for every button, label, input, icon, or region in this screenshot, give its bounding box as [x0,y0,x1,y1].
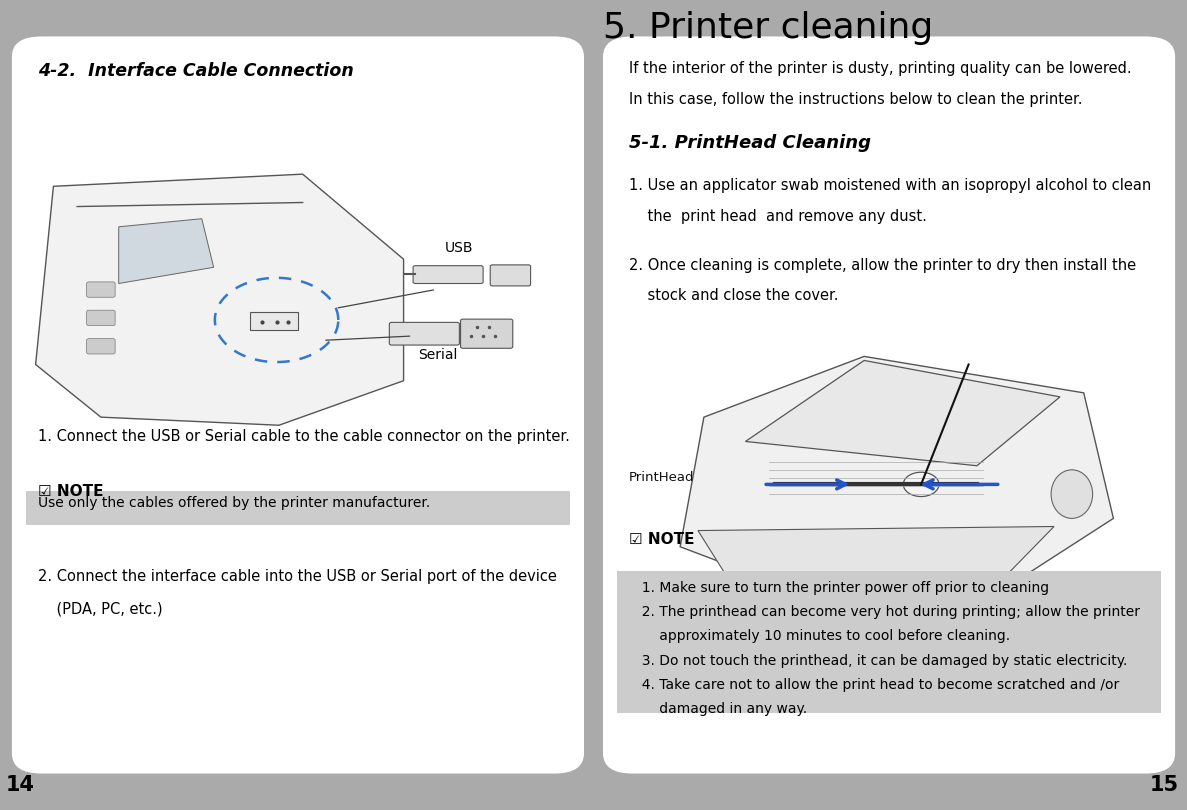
Polygon shape [698,526,1054,587]
Text: 2. Connect the interface cable into the USB or Serial port of the device: 2. Connect the interface cable into the … [38,569,557,585]
Ellipse shape [1052,470,1093,518]
Text: 2. The printhead can become very hot during printing; allow the printer: 2. The printhead can become very hot dur… [633,605,1140,619]
Polygon shape [680,356,1113,587]
Text: 14: 14 [6,775,34,795]
Bar [26,491,570,525]
Text: approximately 10 minutes to cool before cleaning.: approximately 10 minutes to cool before … [633,629,1010,643]
FancyBboxPatch shape [87,339,115,354]
Text: 2. Once cleaning is complete, allow the printer to dry then install the: 2. Once cleaning is complete, allow the … [629,258,1136,273]
Text: 1. Make sure to turn the printer power off prior to cleaning: 1. Make sure to turn the printer power o… [633,581,1049,595]
Text: Use only the cables offered by the printer manufacturer.: Use only the cables offered by the print… [38,496,430,509]
FancyBboxPatch shape [87,310,115,326]
Text: ☑ NOTE: ☑ NOTE [629,532,694,548]
Text: 4-2.  Interface Cable Connection: 4-2. Interface Cable Connection [38,62,354,80]
Text: Serial: Serial [418,348,457,362]
Text: (PDA, PC, etc.): (PDA, PC, etc.) [38,602,163,617]
FancyBboxPatch shape [603,36,1175,774]
Text: the  print head  and remove any dust.: the print head and remove any dust. [629,209,927,224]
Circle shape [903,472,939,497]
Text: 4. Take care not to allow the print head to become scratched and /or: 4. Take care not to allow the print head… [633,678,1119,692]
Text: In this case, follow the instructions below to clean the printer.: In this case, follow the instructions be… [629,92,1083,107]
Text: stock and close the cover.: stock and close the cover. [629,288,838,304]
Polygon shape [36,174,404,425]
Text: PrintHead: PrintHead [629,471,694,484]
FancyBboxPatch shape [490,265,531,286]
Polygon shape [250,312,298,330]
FancyBboxPatch shape [87,282,115,297]
Bar [617,571,1161,713]
Text: If the interior of the printer is dusty, printing quality can be lowered.: If the interior of the printer is dusty,… [629,61,1131,76]
Text: 15: 15 [1149,775,1179,795]
Text: ☑ NOTE: ☑ NOTE [38,484,103,500]
FancyBboxPatch shape [461,319,513,348]
FancyBboxPatch shape [389,322,459,345]
Text: 1. Use an applicator swab moistened with an isopropyl alcohol to clean: 1. Use an applicator swab moistened with… [629,178,1151,194]
Polygon shape [745,360,1060,466]
FancyBboxPatch shape [12,36,584,774]
Polygon shape [119,219,214,284]
Text: 3. Do not touch the printhead, it can be damaged by static electricity.: 3. Do not touch the printhead, it can be… [633,654,1126,667]
Text: USB: USB [445,241,474,255]
Text: 5. Printer cleaning: 5. Printer cleaning [603,11,933,45]
FancyBboxPatch shape [413,266,483,284]
Text: damaged in any way.: damaged in any way. [633,702,807,716]
Text: 5-1. PrintHead Cleaning: 5-1. PrintHead Cleaning [629,134,871,151]
Text: 1. Connect the USB or Serial cable to the cable connector on the printer.: 1. Connect the USB or Serial cable to th… [38,429,570,445]
